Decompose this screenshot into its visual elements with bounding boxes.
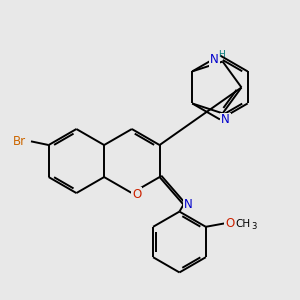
Text: H: H <box>218 50 225 59</box>
Text: 3: 3 <box>251 222 257 231</box>
Text: Br: Br <box>13 135 26 148</box>
Text: N: N <box>184 198 192 211</box>
Text: N: N <box>210 53 219 66</box>
Text: O: O <box>132 188 141 201</box>
Text: O: O <box>225 217 234 230</box>
Text: N: N <box>221 113 230 127</box>
Text: CH: CH <box>236 219 251 229</box>
